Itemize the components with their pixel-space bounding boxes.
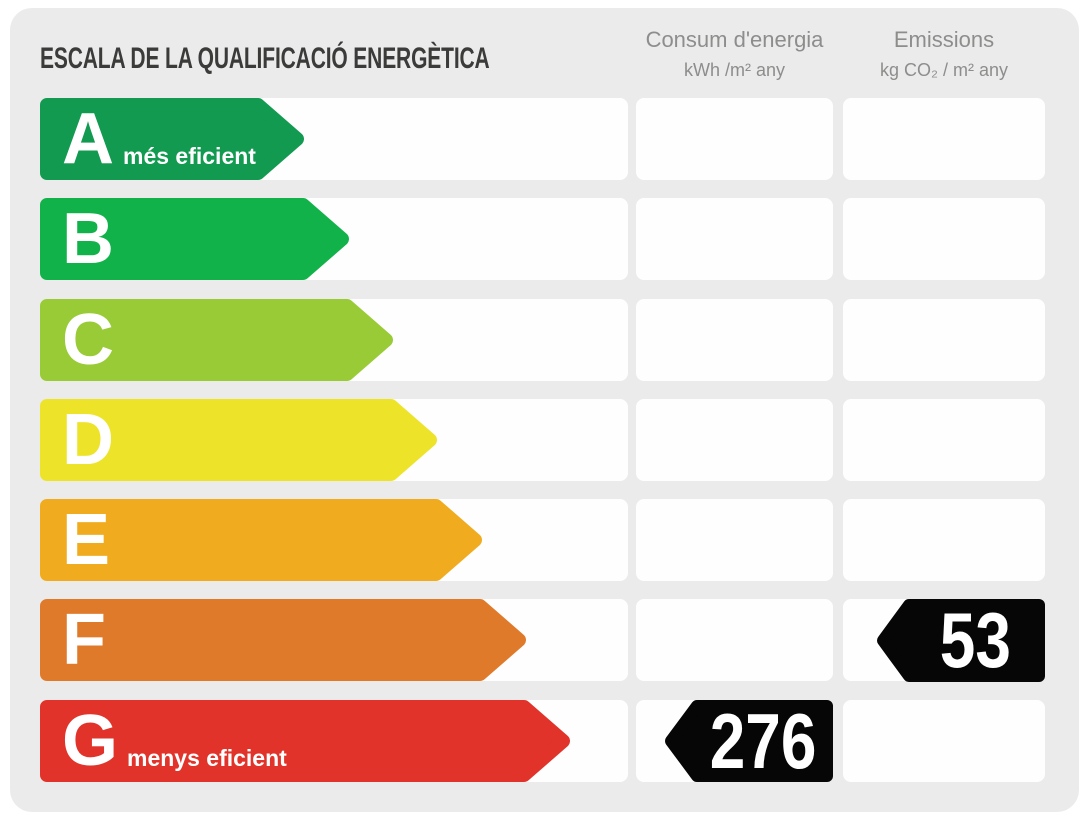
- rating-letter-b: B: [62, 199, 114, 279]
- rating-bar-d-text: D: [62, 404, 123, 476]
- rating-row-b: B: [0, 198, 1087, 280]
- consum-cell-b: [636, 198, 833, 280]
- consum-value-marker: 276: [665, 696, 833, 785]
- consum-cell-a: [636, 98, 833, 180]
- consum-cell-f: [636, 599, 833, 681]
- emissions-column-unit: kg CO₂ / m² any: [879, 60, 1008, 80]
- emissions-value: 53: [939, 596, 1011, 684]
- rating-bar-f: [40, 599, 526, 681]
- consum-value-arrow-icon: [665, 700, 833, 782]
- emissions-cell-a: [843, 98, 1045, 180]
- rating-row-d: D: [0, 399, 1087, 481]
- rating-bar-a: [40, 98, 304, 180]
- rating-letter-a: A: [62, 99, 114, 179]
- column-header-consum: Consum d'energia kWh /m² any: [636, 27, 833, 80]
- rating-row-a: A més eficient: [0, 98, 1087, 180]
- rating-row-e: E: [0, 499, 1087, 581]
- emissions-cell-g: [843, 700, 1045, 782]
- rating-suffix-a: més eficient: [123, 143, 256, 169]
- consum-cell-c: [636, 299, 833, 381]
- emissions-cell-c: [843, 299, 1045, 381]
- rating-bar-a-text: A més eficient: [62, 103, 256, 175]
- rating-bar-b: [40, 198, 349, 280]
- rating-letter-d: D: [62, 400, 114, 480]
- emissions-value-arrow-icon: [877, 599, 1045, 682]
- consum-value: 276: [709, 696, 817, 785]
- emissions-value-marker: 53: [877, 596, 1045, 684]
- consum-cell-e: [636, 499, 833, 581]
- rating-letter-f: F: [62, 600, 106, 680]
- emissions-cell-d: [843, 399, 1045, 481]
- rating-bar-e: [40, 499, 482, 581]
- consum-column-title: Consum d'energia: [645, 27, 824, 52]
- rating-row-c: C: [0, 299, 1087, 381]
- rating-bar-d: [40, 399, 437, 481]
- rating-bar-c: [40, 299, 393, 381]
- rating-letter-c: C: [62, 300, 114, 380]
- rating-bar-e-text: E: [62, 504, 119, 576]
- rating-bar-b-text: B: [62, 203, 123, 275]
- consum-column-unit: kWh /m² any: [683, 60, 785, 80]
- emissions-column-title: Emissions: [893, 27, 995, 52]
- page-title: ESCALA DE LA QUALIFICACIÓ ENERGÈTICA: [40, 42, 490, 75]
- rating-row-g: G menys eficient: [0, 700, 1087, 782]
- emissions-cell-b: [843, 198, 1045, 280]
- rating-letter-g: G: [62, 701, 119, 781]
- rating-bar-c-text: C: [62, 304, 123, 376]
- consum-cell-d: [636, 399, 833, 481]
- rating-bar-g-text: G menys eficient: [62, 705, 287, 777]
- rating-bar-g: [40, 700, 570, 782]
- rating-bar-f-text: F: [62, 604, 115, 676]
- column-header-emissions: Emissions kg CO₂ / m² any: [843, 27, 1045, 80]
- rating-letter-e: E: [62, 500, 111, 580]
- rating-suffix-g: menys eficient: [127, 745, 287, 771]
- emissions-cell-e: [843, 499, 1045, 581]
